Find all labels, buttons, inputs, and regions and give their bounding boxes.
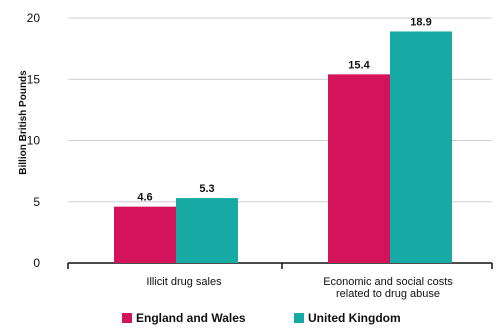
- legend: England and Wales United Kingdom: [122, 311, 401, 325]
- x-category-label-0-0: Illicit drug sales: [146, 276, 222, 288]
- y-tick-label-5: 5: [33, 195, 40, 209]
- y-tick-label-15: 15: [27, 72, 41, 86]
- y-tick-label-10: 10: [27, 134, 41, 148]
- legend-label-0: England and Wales: [136, 311, 246, 325]
- data-label-england-wales-0: 4.6: [137, 192, 152, 204]
- data-label-england-wales-1: 15.4: [348, 59, 370, 71]
- legend-swatch-0: [122, 313, 132, 323]
- legend-swatch-1: [294, 313, 304, 323]
- x-category-label-1-0: Economic and social costs: [323, 276, 453, 288]
- data-label-united-kingdom-1: 18.9: [410, 16, 431, 28]
- bar-united-kingdom-0: [176, 198, 238, 263]
- bar-united-kingdom-1: [390, 31, 452, 263]
- y-tick-label-20: 20: [27, 11, 41, 25]
- legend-label-1: United Kingdom: [308, 311, 401, 325]
- bar-england-wales-0: [114, 206, 176, 263]
- y-axis-title: Billion British Pounds: [18, 70, 29, 175]
- y-tick-label-0: 0: [33, 256, 40, 270]
- bars: [114, 31, 452, 263]
- data-label-united-kingdom-0: 5.3: [199, 183, 214, 195]
- bar-england-wales-1: [328, 74, 390, 263]
- data-labels: 4.6 15.4 5.3 18.9: [137, 16, 431, 203]
- x-category-label-1-1: related to drug abuse: [336, 288, 440, 300]
